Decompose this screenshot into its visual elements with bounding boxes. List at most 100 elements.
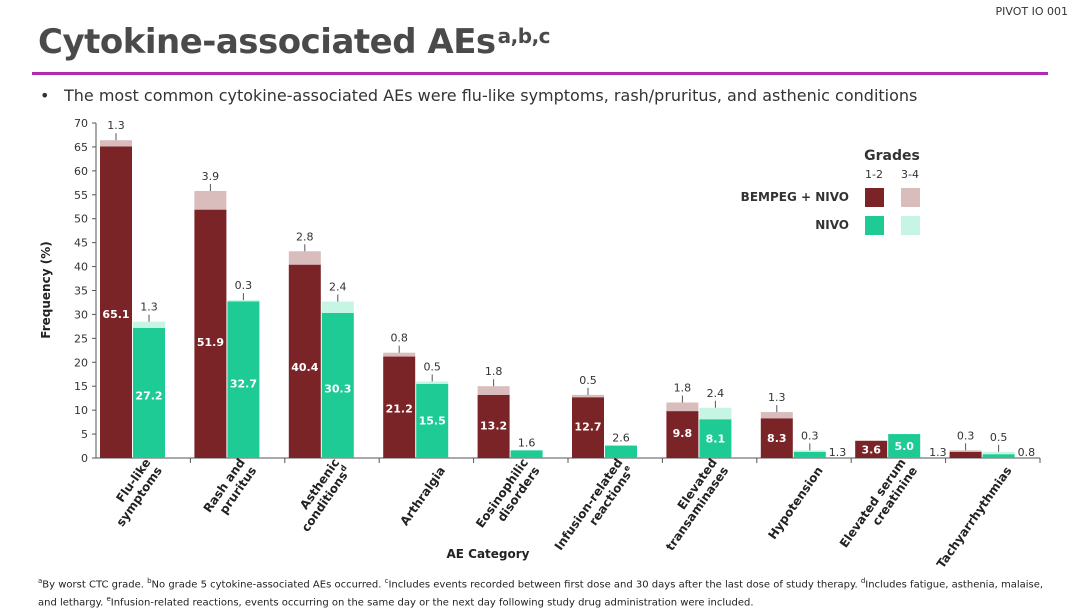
bar-grade-1-2 (982, 454, 1015, 458)
bar-grade-1-2 (572, 397, 604, 458)
bar-grade-1-2 (288, 264, 321, 458)
data-label-grade-3-4: 2.4 (707, 387, 725, 400)
y-tick-label: 25 (74, 332, 88, 345)
bar-grade-3-4 (321, 301, 354, 313)
y-tick-label: 45 (74, 237, 88, 250)
bar-grade-1-2 (133, 327, 165, 458)
y-tick-label: 55 (74, 189, 88, 202)
footnote-e-mark: e (106, 595, 111, 604)
x-tick-label-line: Tachyarrhythmias (934, 464, 1015, 570)
footnote-b: No grade 5 cytokine-associated AEs occur… (151, 579, 385, 591)
x-tick-label: Elevatedtransaminases (651, 456, 731, 553)
bar-grade-3-4 (383, 352, 416, 357)
bar-grade-3-4 (666, 402, 699, 412)
footnote-d: Includes fatigue, asthenia, malaise, and… (38, 579, 1044, 609)
bar-grade-1-2 (321, 312, 354, 458)
y-tick-label: 0 (81, 452, 88, 465)
data-label-grade-3-4: 0.3 (801, 429, 819, 442)
bar-grade-1-2 (100, 146, 132, 458)
data-label-grade-1-2: 21.2 (386, 402, 413, 415)
data-label-grade-3-4: 1.8 (485, 365, 503, 378)
x-tick-label: Arthralgia (397, 464, 448, 528)
bar-grade-1-2 (383, 356, 416, 458)
data-label-grade-3-4: 2.8 (296, 230, 314, 243)
footnote-e: Infusion-related reactions, events occur… (110, 597, 754, 609)
data-label-grade-1-2: 1.3 (929, 446, 947, 459)
bar-grade-3-4 (288, 251, 321, 265)
bar-grade-3-4 (477, 386, 510, 395)
legend-swatch-grade-3-4 (901, 216, 920, 235)
bar-grade-1-2 (793, 451, 826, 458)
data-label-grade-1-2: 32.7 (230, 378, 257, 391)
bar-grade-3-4 (982, 451, 1015, 455)
y-axis-label: Frequency (%) (39, 241, 53, 338)
bar-grade-3-4 (416, 381, 449, 384)
data-label-grade-1-2: 30.3 (324, 383, 351, 396)
data-label-grade-3-4: 1.3 (107, 119, 125, 132)
y-tick-label: 40 (74, 261, 88, 274)
bar-grade-3-4 (793, 450, 826, 452)
data-label-grade-1-2: 0.8 (1018, 446, 1036, 459)
title-text: Cytokine-associated AEs (38, 22, 496, 62)
data-label-grade-1-2: 27.2 (135, 389, 162, 402)
bar-grade-1-2 (949, 451, 982, 458)
data-label-grade-3-4: 0.3 (957, 429, 975, 442)
title-superscript: a,b,c (497, 24, 551, 48)
bar-grade-1-2 (416, 383, 449, 458)
data-label-grade-1-2: 51.9 (197, 336, 224, 349)
y-tick-label: 30 (74, 308, 88, 321)
y-tick-label: 15 (74, 380, 88, 393)
footnote-c-mark: c (384, 577, 389, 585)
bar-grade-1-2 (510, 450, 543, 458)
data-label-grade-3-4: 0.3 (235, 279, 253, 292)
x-tick-label: Infusion-relatedreactionse (552, 455, 638, 560)
x-tick-label: Flu-likesymptoms (102, 456, 165, 529)
data-label-grade-1-2: 9.8 (673, 427, 693, 440)
data-label-grade-1-2: 8.1 (706, 433, 726, 446)
bar-grade-1-2 (888, 434, 921, 458)
data-label-grade-1-2: 13.2 (480, 420, 507, 433)
bar-grade-1-2 (227, 301, 260, 458)
bar-grade-3-4 (572, 394, 604, 398)
x-tick-label: Asthenicconditionsd (287, 456, 354, 535)
bar-grade-1-2 (760, 418, 793, 458)
y-tick-label: 5 (81, 428, 88, 441)
page-title: Cytokine-associated AEs a,b,c (38, 22, 551, 62)
data-label-grade-3-4: 3.9 (202, 170, 220, 183)
data-label-grade-1-2: 8.3 (767, 432, 787, 445)
y-tick-label: 70 (74, 117, 88, 130)
data-label-grade-3-4: 0.5 (990, 431, 1008, 444)
data-label-grade-1-2: 12.7 (574, 421, 601, 434)
bar-grade-1-2 (194, 209, 227, 458)
x-axis-label: AE Category (446, 547, 529, 561)
y-tick-label: 60 (74, 165, 88, 178)
x-tick-label: Eosinophilicdisorders (473, 456, 542, 538)
data-label-grade-1-2: 15.5 (419, 415, 446, 428)
legend-swatch-grade-1-2 (865, 188, 884, 207)
x-tick-label: Hypotension (765, 464, 825, 542)
data-label-grade-3-4: 0.5 (579, 374, 597, 387)
bar-grade-1-2 (477, 394, 510, 458)
bar-grade-3-4 (194, 190, 227, 210)
x-tick-label-line: Hypotension (765, 464, 825, 542)
x-tick-label-sup: e (622, 463, 633, 473)
data-label-grade-1-2: 65.1 (102, 308, 129, 321)
x-tick-label-line: Arthralgia (397, 464, 448, 528)
data-label-grade-1-2: 5.0 (894, 440, 914, 453)
y-tick-label: 50 (74, 213, 88, 226)
bar-grade-3-4 (100, 140, 132, 147)
x-tick-label-sup: d (338, 463, 349, 473)
data-label-grade-3-4: 0.8 (390, 332, 408, 345)
study-label: PIVOT IO 001 (995, 5, 1068, 18)
bar-grade-1-2 (605, 445, 637, 458)
legend-swatch-grade-3-4 (901, 188, 920, 207)
data-label-grade-3-4: 1.8 (674, 381, 692, 394)
bar-grade-3-4 (699, 407, 732, 420)
data-label-grade-1-2: 1.3 (829, 446, 847, 459)
y-tick-label: 35 (74, 285, 88, 298)
data-label-grade-1-2: 2.6 (612, 432, 630, 445)
data-label-grade-1-2: 3.6 (861, 443, 881, 456)
legend-col-3-4: 3-4 (901, 168, 919, 181)
summary-bullet: • The most common cytokine-associated AEs… (40, 86, 917, 105)
legend-title: Grades (864, 148, 920, 164)
